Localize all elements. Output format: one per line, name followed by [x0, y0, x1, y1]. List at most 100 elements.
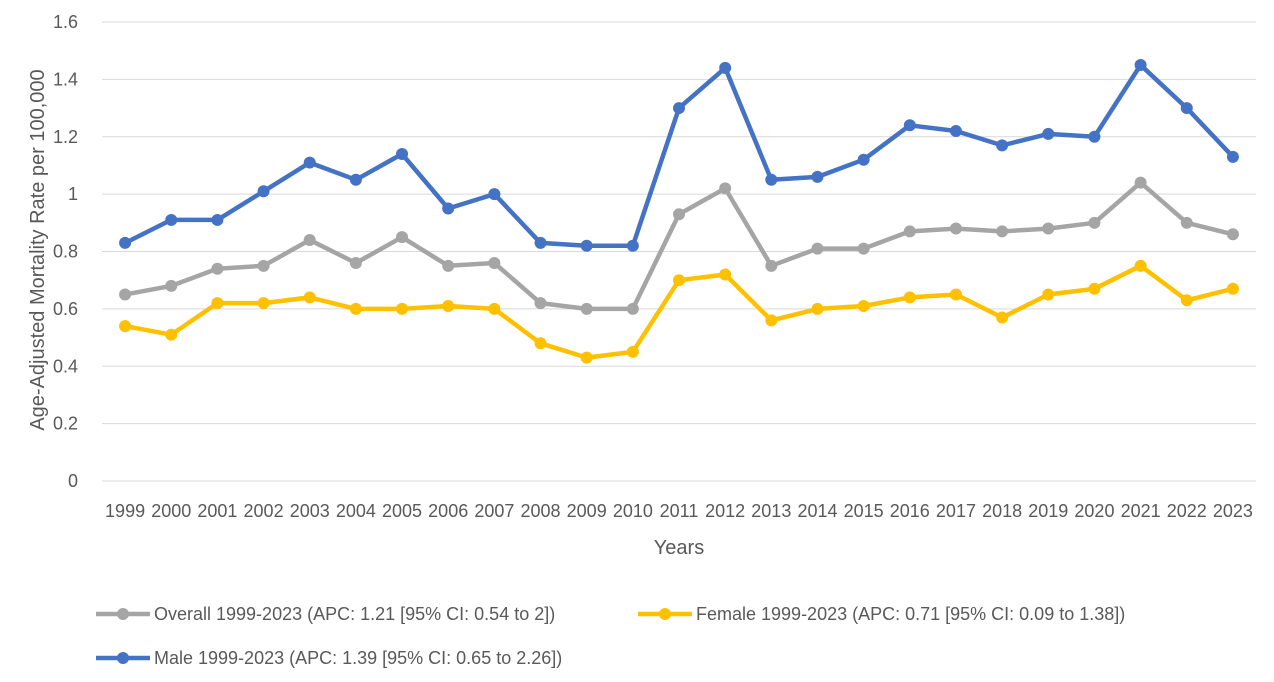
data-point: [1134, 59, 1147, 72]
data-point: [719, 268, 732, 281]
data-point: [396, 302, 409, 315]
x-tick-label: 2018: [982, 501, 1022, 521]
data-point: [211, 213, 224, 226]
x-axis-ticks: 1999 2000 2001 2002 2003 2004 2005 2006 2007 2008…: [105, 501, 1253, 521]
data-point: [673, 102, 685, 115]
data-point: [580, 302, 593, 315]
data-point: [1180, 294, 1193, 307]
data-point: [119, 288, 132, 301]
data-point: [811, 242, 824, 255]
data-point: [673, 274, 685, 287]
data-point: [211, 262, 224, 275]
data-point: [257, 259, 270, 272]
x-tick-label: 2022: [1167, 501, 1207, 521]
series-0: [119, 176, 1239, 315]
gridlines: [102, 21, 1256, 482]
data-point: [1088, 216, 1101, 229]
y-tick-label: 0: [68, 471, 78, 491]
y-tick-label: 0.6: [53, 299, 78, 319]
data-point: [903, 119, 916, 132]
series-1: [119, 259, 1239, 364]
data-point: [811, 170, 824, 183]
data-point: [903, 291, 916, 304]
legend-label: Male 1999-2023 (APC: 1.39 [95% CI: 0.65 …: [154, 648, 562, 668]
y-tick-label: 1: [68, 184, 78, 204]
data-point: [303, 291, 316, 304]
series-lines: [119, 59, 1239, 364]
x-tick-label: 2001: [197, 501, 237, 521]
legend-label: Female 1999-2023 (APC: 0.71 [95% CI: 0.0…: [696, 604, 1125, 624]
y-axis-title: Age-Adjusted Mortality Rate per 100,000: [27, 69, 49, 430]
data-point: [349, 256, 362, 269]
legend-swatch-marker: [659, 608, 671, 620]
x-tick-label: 2012: [705, 501, 745, 521]
data-point: [811, 302, 824, 315]
data-point: [1180, 102, 1193, 115]
data-point: [488, 256, 501, 269]
data-point: [303, 234, 316, 247]
y-tick-label: 0.2: [53, 414, 78, 434]
data-point: [626, 239, 639, 252]
x-tick-label: 2006: [428, 501, 468, 521]
data-point: [303, 156, 316, 169]
data-point: [165, 328, 178, 341]
data-point: [903, 225, 916, 238]
legend-swatch-marker: [117, 652, 129, 664]
data-point: [857, 300, 870, 313]
data-point: [349, 173, 362, 186]
data-point: [1042, 222, 1055, 235]
legend-item: Female 1999-2023 (APC: 0.71 [95% CI: 0.0…: [638, 604, 1125, 624]
data-point: [626, 345, 639, 358]
x-tick-label: 2014: [797, 501, 837, 521]
x-tick-label: 2020: [1074, 501, 1114, 521]
data-point: [211, 297, 224, 310]
x-tick-label: 2007: [474, 501, 514, 521]
data-point: [949, 222, 962, 235]
legend-label: Overall 1999-2023 (APC: 1.21 [95% CI: 0.…: [154, 604, 555, 624]
x-tick-label: 2009: [567, 501, 607, 521]
data-point: [1226, 282, 1239, 295]
data-point: [488, 302, 501, 315]
data-point: [442, 202, 455, 215]
data-point: [257, 185, 270, 198]
data-point: [1088, 282, 1101, 295]
data-point: [119, 320, 132, 333]
x-tick-label: 2008: [520, 501, 560, 521]
x-tick-label: 2004: [336, 501, 376, 521]
y-tick-label: 1.2: [53, 127, 78, 147]
data-point: [442, 300, 455, 313]
data-point: [396, 231, 409, 244]
data-point: [1180, 216, 1193, 229]
data-point: [765, 259, 778, 272]
data-point: [857, 242, 870, 255]
y-tick-label: 1.6: [53, 12, 78, 32]
data-point: [949, 288, 962, 301]
data-point: [1134, 176, 1147, 189]
legend-swatch-marker: [117, 608, 129, 620]
x-tick-label: 2005: [382, 501, 422, 521]
x-tick-label: 2002: [244, 501, 284, 521]
data-point: [996, 225, 1009, 238]
data-point: [534, 297, 547, 310]
data-point: [626, 302, 639, 315]
legend-item: Male 1999-2023 (APC: 1.39 [95% CI: 0.65 …: [96, 648, 562, 668]
data-point: [580, 239, 593, 252]
x-tick-label: 2011: [660, 501, 699, 521]
y-tick-label: 0.4: [53, 356, 78, 376]
x-tick-label: 2015: [844, 501, 884, 521]
legend-item: Overall 1999-2023 (APC: 1.21 [95% CI: 0.…: [96, 604, 555, 624]
data-point: [534, 337, 547, 350]
data-point: [119, 236, 132, 249]
data-point: [1226, 228, 1239, 241]
x-tick-label: 2017: [936, 501, 976, 521]
data-point: [165, 213, 178, 226]
x-tick-label: 2013: [751, 501, 791, 521]
x-tick-label: 2010: [613, 501, 653, 521]
data-point: [1134, 259, 1147, 272]
data-point: [1226, 150, 1239, 163]
data-point: [1088, 130, 1101, 143]
series-2: [119, 59, 1239, 252]
data-point: [1042, 127, 1055, 140]
